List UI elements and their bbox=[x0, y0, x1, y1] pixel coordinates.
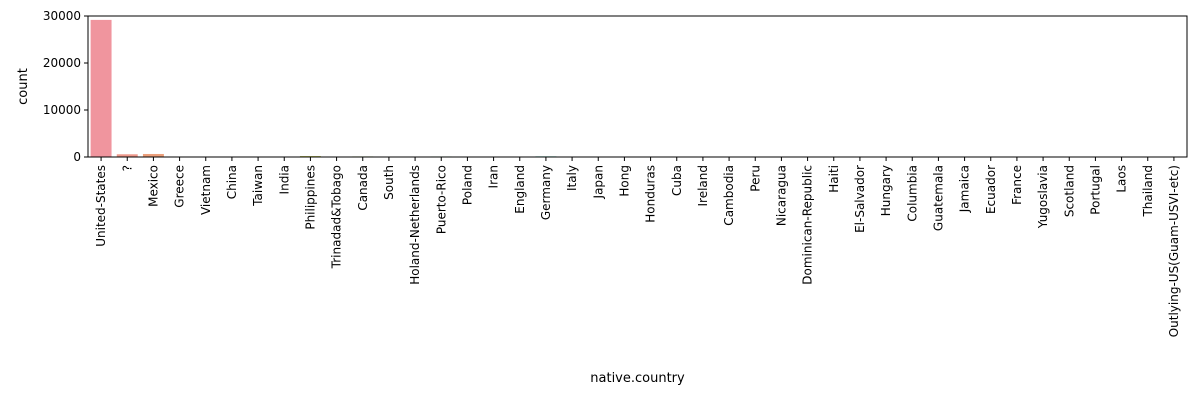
x-tick-label: Jamaica bbox=[958, 165, 972, 213]
x-tick-label: Germany bbox=[539, 165, 553, 220]
y-tick-label: 0 bbox=[73, 150, 81, 164]
x-tick-label: Yugoslavia bbox=[1036, 165, 1050, 229]
x-tick-label: Outlying-US(Guam-USVI-etc) bbox=[1167, 165, 1181, 337]
x-tick-label: Vietnam bbox=[199, 165, 213, 215]
x-tick-label: El-Salvador bbox=[853, 165, 867, 233]
x-tick-label: Taiwan bbox=[251, 165, 265, 207]
x-tick-label: Hong bbox=[617, 165, 631, 197]
x-tick-label: Guatemala bbox=[931, 165, 945, 231]
x-tick-label: Cuba bbox=[670, 165, 684, 196]
y-tick-label: 20000 bbox=[43, 56, 81, 70]
x-tick-label: Nicaragua bbox=[774, 165, 788, 226]
x-tick-label: China bbox=[225, 165, 239, 199]
x-tick-label: Holand-Netherlands bbox=[408, 165, 422, 285]
x-tick-label: Cambodia bbox=[722, 165, 736, 226]
x-tick-label: South bbox=[382, 165, 396, 200]
bars-group bbox=[90, 19, 1185, 157]
x-tick-label: England bbox=[513, 165, 527, 214]
x-tick-label: Poland bbox=[460, 165, 474, 205]
bar bbox=[142, 153, 164, 157]
x-tick-label: Canada bbox=[356, 165, 370, 211]
x-tick-label: Ecuador bbox=[984, 165, 998, 214]
x-tick-label: India bbox=[277, 165, 291, 194]
x-tick-label: Ireland bbox=[696, 165, 710, 207]
x-tick-label: Portugal bbox=[1088, 165, 1102, 215]
x-tick-label: Peru bbox=[748, 165, 762, 192]
x-tick-label: Philippines bbox=[303, 165, 317, 230]
bar bbox=[116, 154, 138, 157]
y-tick-label: 30000 bbox=[43, 9, 81, 23]
x-tick-label: Haiti bbox=[827, 165, 841, 193]
x-tick-label: Laos bbox=[1115, 165, 1129, 193]
x-axis-ticks: United-States? Mexico Greece Vietnam China Ta… bbox=[94, 157, 1181, 337]
x-tick-label: Thailand bbox=[1141, 165, 1155, 218]
x-tick-label: Columbia bbox=[905, 165, 919, 222]
x-tick-label: Hungary bbox=[879, 165, 893, 216]
x-axis-label: native.country bbox=[590, 371, 685, 386]
x-tick-label: Puerto-Rico bbox=[434, 165, 448, 234]
x-tick-label: Iran bbox=[487, 165, 501, 188]
x-tick-label: Japan bbox=[591, 165, 605, 199]
x-tick-label: ? bbox=[120, 165, 134, 171]
x-tick-label: Dominican-Republic bbox=[801, 165, 815, 285]
plot-frame bbox=[87, 15, 1188, 158]
x-tick-label: Italy bbox=[565, 165, 579, 191]
x-tick-label: Trinadad&Tobago bbox=[330, 165, 344, 269]
y-axis-label: count bbox=[16, 68, 31, 105]
x-tick-label: Honduras bbox=[644, 165, 658, 223]
x-tick-label: Scotland bbox=[1062, 165, 1076, 217]
y-tick-label: 10000 bbox=[43, 103, 81, 117]
bar bbox=[90, 19, 112, 157]
x-tick-label: Greece bbox=[173, 165, 187, 208]
x-tick-label: United-States bbox=[94, 165, 108, 247]
x-tick-label: France bbox=[1010, 165, 1024, 205]
x-tick-label: Mexico bbox=[146, 165, 160, 207]
y-axis-ticks: 0 10000 20000 30000 bbox=[43, 9, 88, 164]
